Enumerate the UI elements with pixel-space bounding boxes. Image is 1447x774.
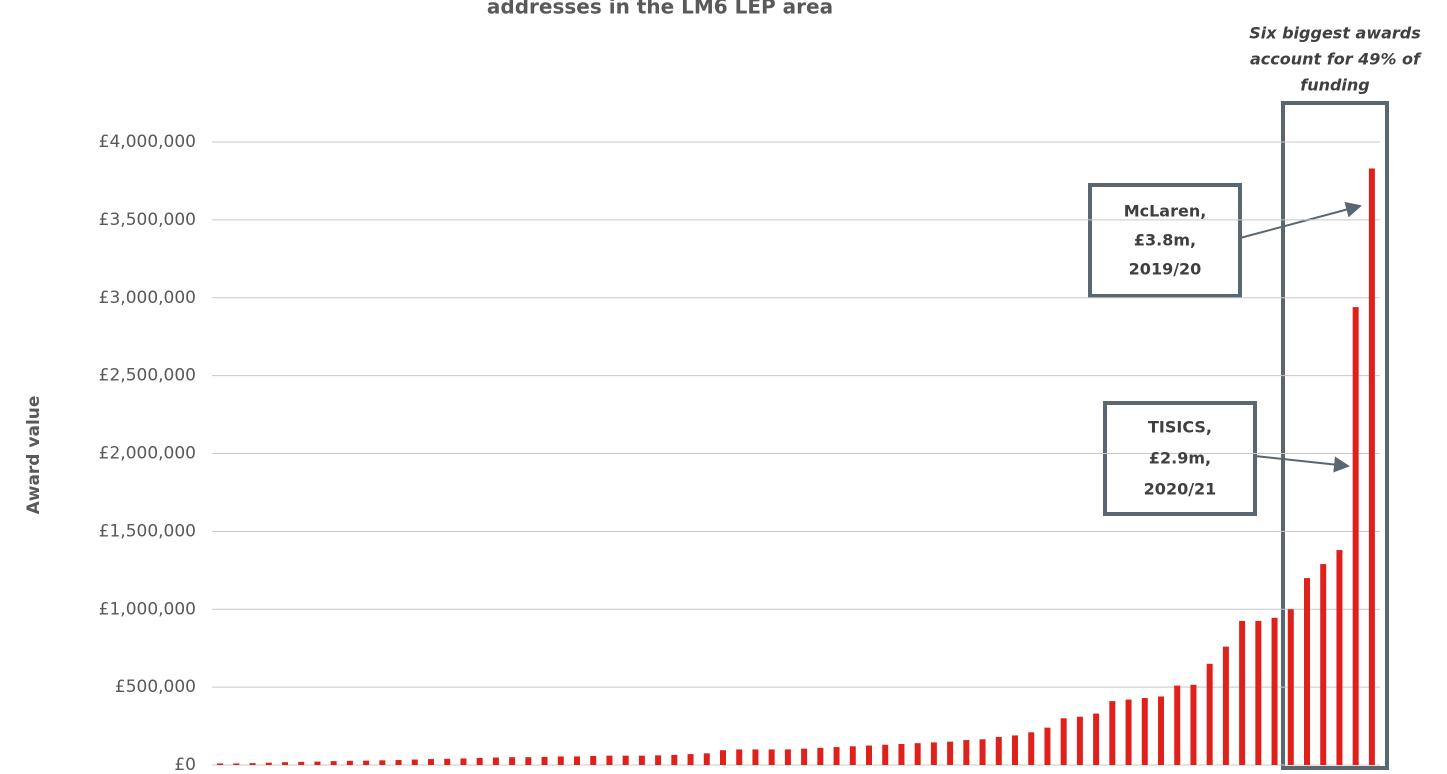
bar	[1255, 620, 1262, 765]
bar	[1287, 609, 1294, 765]
bar	[1190, 684, 1197, 765]
callout-box	[1088, 183, 1242, 298]
bar	[217, 763, 224, 765]
bar	[1141, 698, 1148, 765]
bar	[720, 750, 726, 765]
bar	[930, 742, 937, 765]
bar	[541, 756, 548, 765]
bar	[574, 756, 580, 765]
bar	[947, 741, 954, 765]
bar	[265, 762, 272, 765]
bar	[979, 739, 986, 765]
bar	[1320, 564, 1327, 765]
bar	[1109, 701, 1116, 765]
y-axis-label: Award value	[24, 396, 44, 515]
bar	[509, 757, 516, 765]
callout-box	[1103, 401, 1257, 516]
bar	[703, 753, 710, 765]
bar	[833, 747, 840, 765]
y-tick-label: £1,500,000	[99, 521, 196, 541]
annotation: 2019/20	[1129, 260, 1202, 279]
bar	[752, 749, 759, 765]
bar	[249, 763, 256, 765]
bar	[1368, 168, 1375, 766]
bar	[428, 759, 434, 765]
bar	[476, 757, 483, 765]
bar	[1271, 617, 1278, 765]
bar	[622, 755, 629, 765]
bar	[606, 755, 613, 765]
bar	[557, 756, 564, 765]
bar	[1174, 685, 1181, 765]
bar	[784, 749, 791, 765]
bar	[590, 755, 597, 765]
bar	[330, 761, 337, 765]
bar	[298, 761, 305, 765]
bar	[379, 760, 386, 765]
bar	[346, 760, 353, 765]
annotation: account for 49% of	[1250, 50, 1422, 69]
bar	[1352, 307, 1359, 765]
annotation: £2.9m,	[1149, 449, 1211, 468]
bar	[1222, 646, 1229, 765]
highlight-box	[1281, 101, 1389, 770]
y-tick-label: £3,000,000	[99, 288, 196, 308]
bar	[1125, 699, 1132, 765]
bar	[801, 748, 808, 765]
bar	[687, 754, 694, 765]
y-tick-label: £2,500,000	[99, 366, 196, 386]
annotation: McLaren,	[1124, 202, 1207, 221]
bar	[849, 746, 856, 765]
bar	[963, 740, 970, 765]
bar	[1304, 578, 1310, 765]
bar	[1158, 696, 1164, 765]
y-tick-label: £0	[174, 755, 196, 774]
bar	[882, 744, 889, 765]
bar	[444, 758, 451, 765]
bar	[1336, 550, 1343, 765]
callout-arrow	[1254, 455, 1350, 473]
annotation: £3.8m,	[1134, 231, 1196, 250]
annotation: TISICS,	[1148, 418, 1212, 437]
y-tick-label: £2,000,000	[99, 444, 196, 464]
bar	[898, 743, 905, 765]
callout-arrow	[1239, 201, 1362, 239]
bar	[1206, 663, 1213, 765]
bar	[282, 762, 288, 765]
bar	[995, 736, 1002, 765]
annotation: Six biggest awards	[1249, 24, 1421, 43]
bar	[736, 749, 743, 765]
bar	[655, 755, 662, 765]
bar	[817, 747, 824, 765]
bar	[395, 760, 402, 765]
y-tick-label: £3,500,000	[99, 210, 196, 230]
bar	[411, 759, 418, 765]
bar	[1093, 713, 1100, 765]
bar	[525, 757, 532, 765]
bar	[671, 754, 678, 765]
bar	[1044, 727, 1051, 765]
bar	[314, 761, 321, 765]
bar	[1239, 620, 1246, 765]
bar	[233, 763, 240, 765]
bar	[866, 745, 872, 765]
bar	[768, 749, 775, 765]
y-tick-label: £4,000,000	[99, 132, 196, 152]
bar	[638, 755, 645, 765]
bar	[1028, 732, 1035, 765]
y-tick-label: £1,000,000	[99, 599, 196, 619]
bar	[363, 760, 370, 765]
y-tick-label: £500,000	[115, 677, 196, 697]
bar	[492, 757, 499, 765]
bar	[1076, 716, 1083, 765]
bar	[1060, 718, 1067, 765]
bar	[460, 758, 467, 765]
annotation: 2020/21	[1144, 480, 1217, 499]
annotation: funding	[1300, 76, 1370, 95]
chart-title: addresses in the LM6 LEP area	[487, 0, 833, 19]
bar	[914, 743, 921, 765]
bar	[1012, 735, 1018, 765]
